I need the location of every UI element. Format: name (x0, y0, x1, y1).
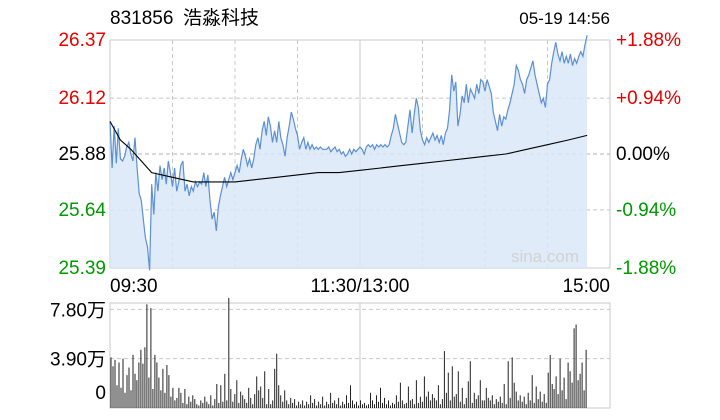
quote-datetime: 05-19 14:56 (519, 9, 610, 28)
volume-tick-label: 7.80万 (50, 300, 106, 321)
volume-tick-label: 3.90万 (50, 350, 106, 371)
percent-tick-label: -1.88% (616, 258, 676, 279)
percent-tick-label: 0.00% (616, 144, 670, 165)
percent-tick-label: +1.88% (616, 30, 681, 51)
time-axis: 09:30 11:30/13:00 15:00 (110, 276, 610, 297)
stock-name: 浩淼科技 (183, 7, 259, 29)
percent-tick-label: -0.94% (616, 200, 676, 221)
price-area-group (109, 35, 588, 271)
volume-axis: 7.80万 3.90万 0 (50, 300, 106, 404)
price-tick-label: 25.64 (58, 200, 106, 221)
price-tick-label: 26.37 (58, 30, 106, 51)
percent-axis-right: +1.88% +0.94% 0.00% -0.94% -1.88% (616, 30, 681, 279)
price-axis-left: 26.37 26.12 25.88 25.64 25.39 (58, 30, 106, 279)
price-line (109, 35, 588, 271)
time-tick-label: 15:00 (562, 276, 610, 297)
time-tick-label: 11:30/13:00 (311, 276, 410, 297)
time-tick-label: 09:30 (110, 276, 158, 297)
price-tick-label: 25.39 (58, 258, 106, 279)
stock-code: 831856 (110, 8, 173, 29)
percent-tick-label: +0.94% (616, 88, 681, 109)
volume-tick-label: 0 (95, 383, 106, 404)
price-tick-label: 25.88 (58, 144, 106, 165)
price-tick-label: 26.12 (58, 88, 106, 109)
volume-bars (110, 297, 587, 408)
watermark: sina.com (511, 247, 579, 266)
average-price-line (109, 121, 588, 183)
